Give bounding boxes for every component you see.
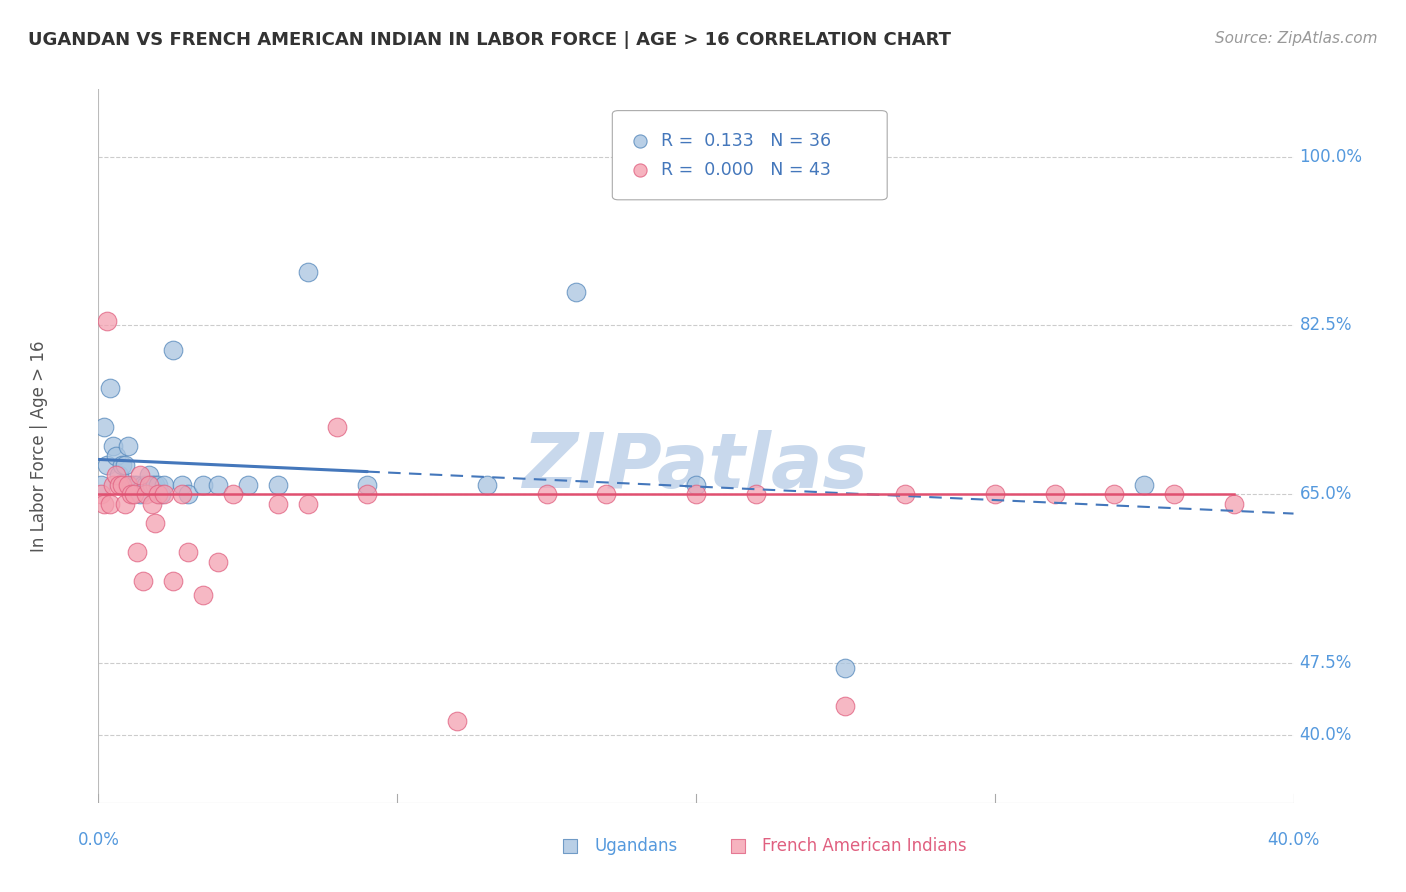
Point <box>356 487 378 501</box>
Point <box>685 477 707 491</box>
Point <box>356 477 378 491</box>
Point <box>1104 487 1126 501</box>
Point <box>135 487 157 501</box>
Point <box>475 477 498 491</box>
Point <box>117 439 139 453</box>
FancyBboxPatch shape <box>612 111 887 200</box>
Point <box>191 477 214 491</box>
Point <box>150 487 173 501</box>
Point <box>90 487 112 501</box>
Point <box>129 487 152 501</box>
Point <box>685 487 707 501</box>
Text: ZIPatlas: ZIPatlas <box>523 431 869 504</box>
Point <box>124 477 146 491</box>
Point <box>1163 487 1185 501</box>
Point <box>138 467 160 482</box>
Point <box>745 487 768 501</box>
Point <box>90 477 112 491</box>
Point <box>834 699 856 714</box>
Point <box>141 497 163 511</box>
Point <box>96 313 118 327</box>
Point <box>177 487 200 501</box>
Point <box>326 419 349 434</box>
Point <box>111 477 134 491</box>
Point <box>127 477 149 491</box>
Point <box>153 487 176 501</box>
Point <box>595 487 617 501</box>
Text: Source: ZipAtlas.com: Source: ZipAtlas.com <box>1215 31 1378 46</box>
Point <box>162 343 184 357</box>
Point <box>114 458 136 473</box>
Text: French American Indians: French American Indians <box>762 837 966 855</box>
Point <box>103 477 125 491</box>
Text: R =  0.000   N = 43: R = 0.000 N = 43 <box>661 161 831 178</box>
Point <box>143 516 166 530</box>
Point <box>143 477 166 491</box>
Point <box>132 574 155 588</box>
Text: 47.5%: 47.5% <box>1299 654 1353 672</box>
Point <box>135 477 157 491</box>
Point <box>446 714 468 728</box>
Point <box>98 497 122 511</box>
Point <box>103 439 125 453</box>
Point <box>1043 487 1066 501</box>
Point <box>153 477 176 491</box>
Point <box>207 555 229 569</box>
Point <box>120 477 142 491</box>
Point <box>148 477 170 491</box>
Point <box>127 545 149 559</box>
Point <box>141 477 163 491</box>
Point <box>138 477 160 491</box>
Point <box>207 477 229 491</box>
Text: 40.0%: 40.0% <box>1299 726 1353 744</box>
Point <box>93 419 115 434</box>
Text: UGANDAN VS FRENCH AMERICAN INDIAN IN LABOR FORCE | AGE > 16 CORRELATION CHART: UGANDAN VS FRENCH AMERICAN INDIAN IN LAB… <box>28 31 950 49</box>
Point <box>105 467 128 482</box>
Text: 40.0%: 40.0% <box>1267 831 1320 849</box>
Point <box>177 545 200 559</box>
Point <box>124 487 146 501</box>
Point <box>108 467 131 482</box>
Text: 65.0%: 65.0% <box>1299 485 1353 503</box>
Point <box>172 477 194 491</box>
Point <box>222 487 245 501</box>
Text: 100.0%: 100.0% <box>1299 148 1362 166</box>
Point <box>98 381 122 395</box>
Point <box>983 487 1005 501</box>
Point <box>120 487 142 501</box>
Point <box>236 477 259 491</box>
Point <box>108 477 131 491</box>
Point <box>117 477 139 491</box>
Point <box>191 589 214 603</box>
Point <box>129 467 152 482</box>
Point <box>132 477 155 491</box>
Text: In Labor Force | Age > 16: In Labor Force | Age > 16 <box>30 340 48 552</box>
Point <box>162 574 184 588</box>
Text: R =  0.133   N = 36: R = 0.133 N = 36 <box>661 132 831 150</box>
Point <box>1223 497 1246 511</box>
Point <box>267 497 290 511</box>
Point <box>267 477 290 491</box>
Text: 0.0%: 0.0% <box>77 831 120 849</box>
Point <box>834 661 856 675</box>
Point <box>1133 477 1156 491</box>
Point <box>96 458 118 473</box>
Point <box>565 285 588 299</box>
Text: Ugandans: Ugandans <box>595 837 678 855</box>
Point <box>297 497 319 511</box>
Point <box>894 487 917 501</box>
Point <box>297 265 319 279</box>
Text: 82.5%: 82.5% <box>1299 317 1353 334</box>
Point <box>93 497 115 511</box>
Point <box>172 487 194 501</box>
Point <box>114 497 136 511</box>
Point <box>105 449 128 463</box>
Point <box>111 458 134 473</box>
Point <box>536 487 558 501</box>
Point <box>148 487 170 501</box>
